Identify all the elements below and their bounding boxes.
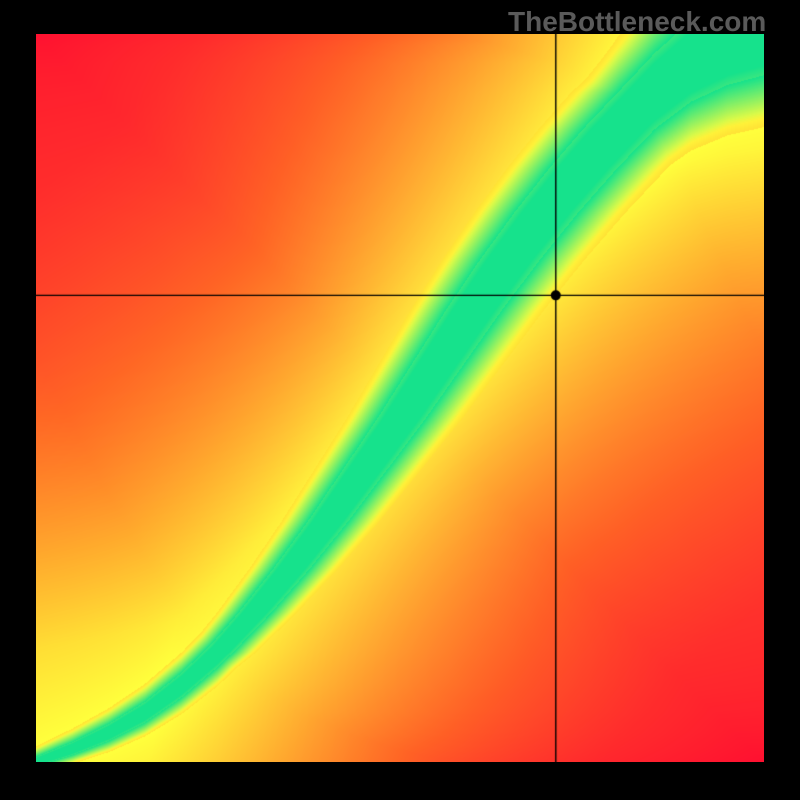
watermark-text: TheBottleneck.com: [508, 6, 766, 38]
plot-container: [36, 34, 764, 762]
bottleneck-heatmap: [36, 34, 764, 762]
